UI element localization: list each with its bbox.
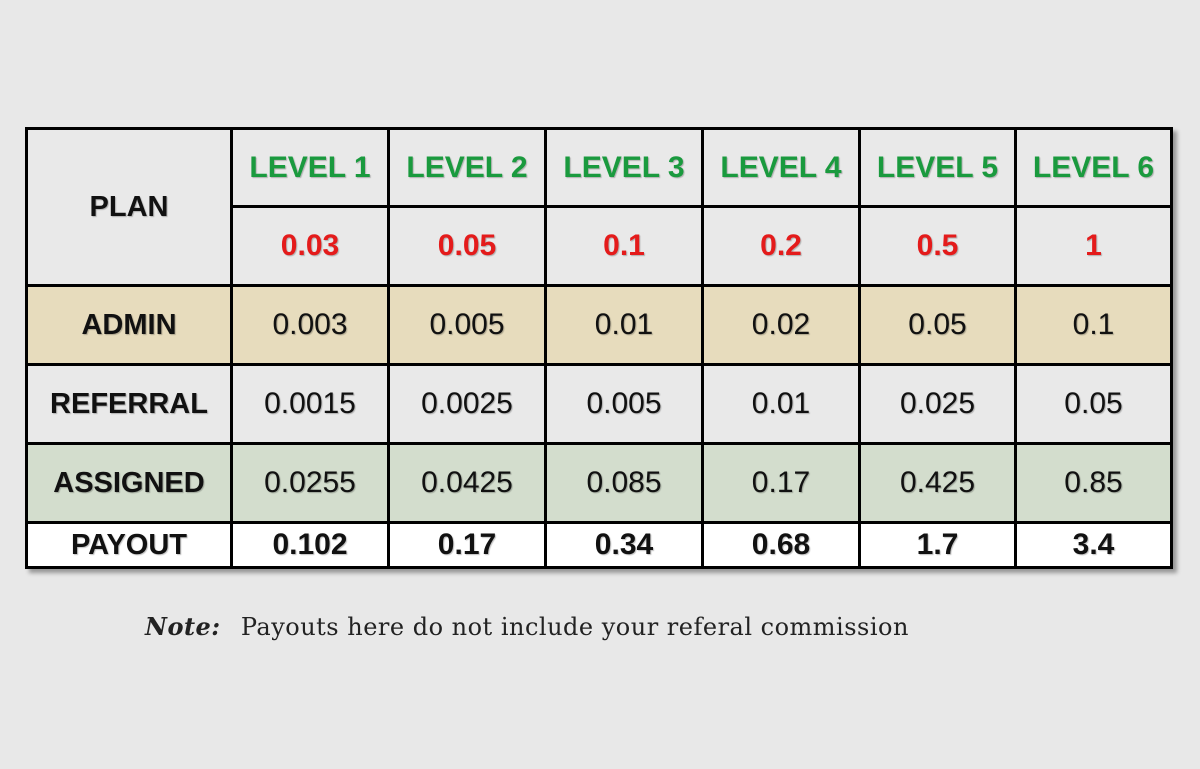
row-label: PAYOUT xyxy=(25,521,233,569)
level-header: LEVEL 4 xyxy=(701,127,861,208)
table-cell: 0.0015 xyxy=(230,363,390,445)
plan-header: PLAN xyxy=(25,127,233,287)
table-cell: 0.0025 xyxy=(387,363,547,445)
header-row-levels: PLAN LEVEL 1 LEVEL 2 LEVEL 3 LEVEL 4 LEV… xyxy=(25,127,1173,287)
table-row-referral: REFERRAL 0.0015 0.0025 0.005 0.01 0.025 … xyxy=(25,363,1173,445)
level-price: 0.5 xyxy=(858,205,1017,287)
table-cell: 0.17 xyxy=(701,442,861,524)
table-cell: 0.425 xyxy=(858,442,1017,524)
table-cell: 0.17 xyxy=(387,521,547,569)
level-price: 0.05 xyxy=(387,205,547,287)
level-price: 0.2 xyxy=(701,205,861,287)
table-cell: 0.102 xyxy=(230,521,390,569)
table-cell: 0.005 xyxy=(387,284,547,366)
level-header: LEVEL 1 xyxy=(230,127,390,208)
table-cell: 0.02 xyxy=(701,284,861,366)
table-cell: 0.1 xyxy=(1014,284,1173,366)
table-cell: 0.85 xyxy=(1014,442,1173,524)
level-price: 1 xyxy=(1014,205,1173,287)
row-label: ADMIN xyxy=(25,284,233,366)
row-label: REFERRAL xyxy=(25,363,233,445)
table-cell: 0.68 xyxy=(701,521,861,569)
table-cell: 3.4 xyxy=(1014,521,1173,569)
footnote: Note: Payouts here do not include your r… xyxy=(145,612,909,641)
table-cell: 0.005 xyxy=(544,363,704,445)
level-header: LEVEL 2 xyxy=(387,127,547,208)
level-header: LEVEL 5 xyxy=(858,127,1017,208)
level-price: 0.03 xyxy=(230,205,390,287)
note-label: Note: xyxy=(145,612,221,641)
table-cell: 0.0425 xyxy=(387,442,547,524)
table-cell: 0.085 xyxy=(544,442,704,524)
table-cell: 0.01 xyxy=(701,363,861,445)
table-cell: 0.025 xyxy=(858,363,1017,445)
table-row-assigned: ASSIGNED 0.0255 0.0425 0.085 0.17 0.425 … xyxy=(25,442,1173,524)
table-cell: 0.01 xyxy=(544,284,704,366)
table-cell: 0.34 xyxy=(544,521,704,569)
table-row-admin: ADMIN 0.003 0.005 0.01 0.02 0.05 0.1 xyxy=(25,284,1173,366)
table-cell: 1.7 xyxy=(858,521,1017,569)
table-cell: 0.05 xyxy=(1014,363,1173,445)
header-row-prices: 0.03 0.05 0.1 0.2 0.5 1 xyxy=(27,205,1173,287)
table-row-payout: PAYOUT 0.102 0.17 0.34 0.68 1.7 3.4 xyxy=(25,521,1173,569)
level-price: 0.1 xyxy=(544,205,704,287)
note-text: Payouts here do not include your referal… xyxy=(240,613,909,641)
plan-table: PLAN LEVEL 1 LEVEL 2 LEVEL 3 LEVEL 4 LEV… xyxy=(25,127,1173,569)
table-cell: 0.0255 xyxy=(230,442,390,524)
row-label: ASSIGNED xyxy=(25,442,233,524)
table-cell: 0.05 xyxy=(858,284,1017,366)
level-header: LEVEL 6 xyxy=(1014,127,1173,208)
table-cell: 0.003 xyxy=(230,284,390,366)
level-header: LEVEL 3 xyxy=(544,127,704,208)
